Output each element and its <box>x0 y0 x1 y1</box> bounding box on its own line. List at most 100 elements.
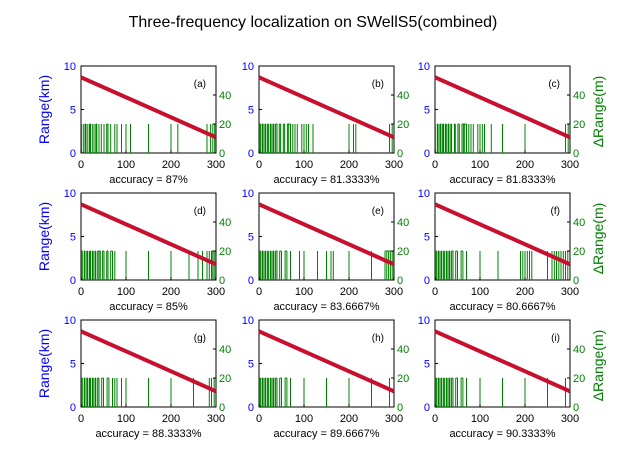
range-track-series <box>80 75 217 140</box>
accuracy-label: accuracy = 87% <box>109 174 188 186</box>
x-tick-label: 100 <box>295 413 313 425</box>
range-track-series <box>80 202 217 267</box>
panel-label: (i) <box>551 333 560 344</box>
range-track-series <box>434 329 571 394</box>
y-left-axis-title: Range(km) <box>36 202 52 271</box>
y-right-tick-label: 20 <box>573 246 585 258</box>
y-left-tick-label: 5 <box>70 105 76 117</box>
range-track-series <box>258 329 395 394</box>
range-track-series <box>434 75 571 140</box>
y-left-tick-label: 5 <box>70 232 76 244</box>
accuracy-label: accuracy = 83.6667% <box>273 301 379 313</box>
x-tick-label: 0 <box>256 286 262 298</box>
range-error-series <box>434 250 569 280</box>
y-left-tick-label: 0 <box>424 275 430 287</box>
panel-label: (d) <box>194 206 206 217</box>
x-tick-label: 200 <box>162 159 180 171</box>
y-left-tick-label: 10 <box>418 315 430 327</box>
x-tick-label: 100 <box>471 159 489 171</box>
y-left-tick-label: 0 <box>70 148 76 160</box>
y-right-tick-label: 20 <box>573 119 585 131</box>
y-right-tick-label: 40 <box>397 90 409 102</box>
x-tick-label: 200 <box>340 159 358 171</box>
y-left-tick-label: 5 <box>424 359 430 371</box>
y-right-tick-label: 0 <box>219 402 225 414</box>
x-tick-label: 300 <box>207 286 225 298</box>
panel-label: (g) <box>194 333 206 344</box>
x-tick-label: 0 <box>432 413 438 425</box>
x-tick-label: 300 <box>385 286 403 298</box>
panel-label: (b) <box>372 79 384 90</box>
range-track-series <box>258 75 395 140</box>
x-tick-label: 100 <box>295 159 313 171</box>
y-left-tick-label: 5 <box>424 232 430 244</box>
figure-title: Three-frequency localization on SWellS5(… <box>129 14 498 31</box>
x-tick-label: 200 <box>340 413 358 425</box>
x-tick-label: 100 <box>471 413 489 425</box>
x-tick-label: 300 <box>561 286 579 298</box>
x-tick-label: 200 <box>516 286 534 298</box>
x-tick-label: 300 <box>207 413 225 425</box>
y-left-tick-label: 10 <box>64 188 76 200</box>
y-left-tick-label: 5 <box>424 105 430 117</box>
y-right-tick-label: 20 <box>219 119 231 131</box>
panel-label: (e) <box>372 206 384 217</box>
x-tick-label: 200 <box>340 286 358 298</box>
y-right-tick-label: 40 <box>397 344 409 356</box>
x-tick-label: 100 <box>117 286 135 298</box>
y-left-tick-label: 0 <box>70 275 76 287</box>
x-tick-label: 200 <box>162 413 180 425</box>
y-right-tick-label: 20 <box>219 246 231 258</box>
range-error-series <box>81 377 215 407</box>
accuracy-label: accuracy = 88.3333% <box>95 428 201 440</box>
range-track-series <box>80 329 217 394</box>
accuracy-label: accuracy = 81.3333% <box>273 174 379 186</box>
x-tick-label: 0 <box>78 159 84 171</box>
y-right-tick-label: 0 <box>573 148 579 160</box>
y-right-axis-title: ΔRange(m) <box>590 76 606 148</box>
accuracy-label: accuracy = 81.8333% <box>449 174 555 186</box>
x-tick-label: 0 <box>256 413 262 425</box>
x-tick-label: 0 <box>432 286 438 298</box>
y-left-tick-label: 0 <box>248 148 254 160</box>
y-right-tick-label: 40 <box>219 217 231 229</box>
panel-label: (c) <box>548 79 560 90</box>
x-tick-label: 100 <box>117 159 135 171</box>
y-left-tick-label: 5 <box>248 232 254 244</box>
accuracy-label: accuracy = 90.3333% <box>449 428 555 440</box>
y-left-tick-label: 10 <box>64 61 76 73</box>
x-tick-label: 300 <box>207 159 225 171</box>
x-tick-label: 300 <box>385 413 403 425</box>
range-error-series <box>258 250 395 280</box>
panel-label: (a) <box>194 79 206 90</box>
y-right-tick-label: 40 <box>573 344 585 356</box>
panel-label: (h) <box>372 333 384 344</box>
x-tick-label: 0 <box>78 286 84 298</box>
accuracy-label: accuracy = 80.6667% <box>449 301 555 313</box>
range-error-series <box>81 250 217 280</box>
y-left-tick-label: 5 <box>70 359 76 371</box>
range-track-series <box>434 202 571 267</box>
y-left-tick-label: 10 <box>418 188 430 200</box>
y-left-axis-title: Range(km) <box>36 329 52 398</box>
y-left-tick-label: 10 <box>418 61 430 73</box>
x-tick-label: 300 <box>561 413 579 425</box>
accuracy-label: accuracy = 85% <box>109 301 188 313</box>
y-left-tick-label: 0 <box>424 148 430 160</box>
y-left-tick-label: 10 <box>242 315 254 327</box>
y-right-axis-title: ΔRange(m) <box>590 330 606 402</box>
y-right-tick-label: 0 <box>219 275 225 287</box>
y-right-tick-label: 20 <box>573 373 585 385</box>
x-tick-label: 200 <box>162 286 180 298</box>
y-left-tick-label: 10 <box>242 61 254 73</box>
panel-label: (f) <box>551 206 560 217</box>
x-tick-label: 0 <box>432 159 438 171</box>
